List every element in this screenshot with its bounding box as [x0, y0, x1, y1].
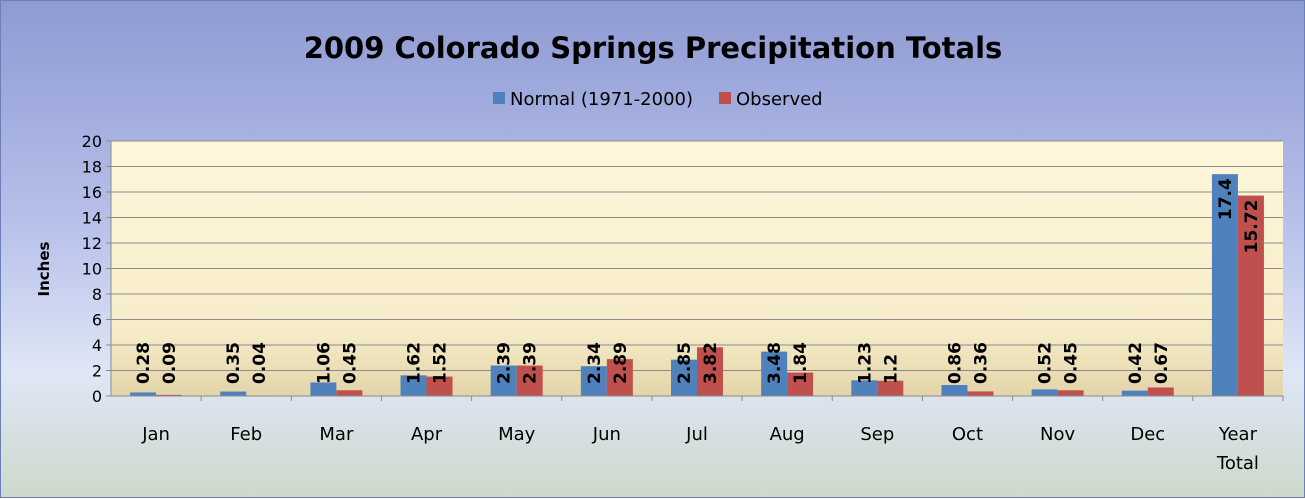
x-category-label: Jul — [685, 424, 708, 445]
data-label: 1.06 — [314, 342, 334, 384]
data-label: 0.52 — [1036, 342, 1056, 384]
y-tick-label: 20 — [82, 132, 102, 151]
bar-normal — [490, 365, 517, 396]
bar-normal — [1211, 174, 1238, 396]
data-label: 0.09 — [160, 342, 180, 384]
data-label: 2.39 — [521, 342, 541, 384]
data-label: 2.39 — [495, 342, 515, 384]
bar-normal — [1031, 389, 1058, 396]
x-category-label: Total — [1216, 453, 1259, 474]
bar-observed — [1147, 387, 1174, 396]
y-tick-label: 16 — [82, 183, 102, 202]
bar-normal — [310, 382, 337, 396]
data-label: 15.72 — [1242, 200, 1262, 254]
x-category-label: Mar — [319, 424, 354, 445]
data-label: 1.23 — [855, 342, 875, 384]
data-label: 0.36 — [971, 342, 991, 384]
bar-observed — [426, 376, 453, 396]
legend-swatch — [719, 92, 731, 104]
data-label: 0.45 — [340, 342, 360, 384]
data-label: 0.28 — [134, 342, 154, 384]
bar-normal — [671, 359, 697, 396]
x-category-label: Sep — [860, 424, 894, 445]
bar-normal — [580, 366, 607, 396]
bar-observed — [336, 390, 363, 396]
y-axis-ticks: 0 2 4 6 8 10 12 14 16 18 20 — [82, 132, 111, 406]
legend-swatch — [493, 92, 505, 104]
x-category-label: Jan — [141, 424, 170, 445]
y-tick-label: 14 — [82, 209, 102, 228]
bar-normal — [851, 380, 878, 396]
bar-normal — [400, 375, 427, 396]
data-label: 1.52 — [431, 342, 451, 384]
bar-observed — [787, 372, 814, 396]
data-label: 0.04 — [250, 342, 270, 384]
data-label: 0.67 — [1152, 342, 1172, 384]
data-label: 3.82 — [701, 342, 721, 384]
y-tick-label: 10 — [82, 260, 102, 279]
bar-observed — [156, 394, 183, 396]
data-label: 0.42 — [1126, 342, 1146, 384]
data-label: 0.86 — [945, 342, 965, 384]
data-label: 0.45 — [1062, 342, 1082, 384]
bars — [130, 174, 1264, 396]
data-label: 0.35 — [224, 342, 244, 384]
bar-normal — [1121, 390, 1148, 396]
x-category-label: Jun — [592, 424, 621, 445]
x-category-label: Aug — [770, 424, 805, 445]
data-label: 1.2 — [881, 354, 901, 384]
y-tick-label: 6 — [92, 311, 102, 330]
x-category-label: Apr — [411, 424, 443, 445]
y-tick-label: 18 — [82, 158, 102, 177]
legend-label: Observed — [736, 89, 823, 110]
bar-observed — [1237, 195, 1264, 396]
y-tick-label: 8 — [92, 285, 102, 304]
x-category-label: Nov — [1040, 424, 1075, 445]
y-tick-label: 2 — [92, 362, 102, 381]
legend-label: Normal (1971-2000) — [510, 89, 693, 110]
x-category-label: Year — [1218, 424, 1258, 445]
legend: Normal (1971-2000) Observed — [493, 89, 823, 110]
data-labels: 0.28 0.09 0.35 0.04 1.06 0.45 1.62 1.52 2.39 2.39… — [134, 178, 1262, 384]
chart-title: 2009 Colorado Springs Precipitation Tota… — [304, 31, 1003, 65]
bar-observed — [516, 365, 543, 396]
y-axis-label: Inches — [35, 241, 53, 296]
bar-observed — [606, 359, 633, 396]
data-label: 2.89 — [611, 342, 631, 384]
y-tick-label: 0 — [92, 387, 102, 406]
bar-normal — [761, 351, 788, 396]
bar-observed — [1057, 390, 1084, 396]
data-label: 1.62 — [405, 342, 425, 384]
bar-observed — [877, 380, 904, 396]
bar-observed — [967, 391, 994, 396]
x-category-label: Feb — [230, 424, 262, 445]
y-tick-label: 12 — [82, 234, 102, 253]
bar-normal — [130, 392, 157, 396]
x-axis-categories: Jan Feb Mar Apr May Jun Jul Aug Sep Oct Nov Dec Year… — [141, 396, 1284, 474]
x-category-label: Dec — [1130, 424, 1165, 445]
x-category-label: May — [498, 424, 536, 445]
x-category-label: Oct — [952, 424, 983, 445]
data-label: 2.34 — [585, 342, 605, 384]
data-label: 17.4 — [1216, 178, 1236, 220]
bar-normal — [220, 391, 247, 396]
bar-normal — [941, 385, 968, 396]
data-label: 1.84 — [791, 342, 811, 384]
bar-observed — [697, 347, 723, 396]
y-tick-label: 4 — [92, 336, 102, 355]
data-label: 3.48 — [765, 342, 785, 384]
data-label: 2.85 — [675, 342, 695, 384]
